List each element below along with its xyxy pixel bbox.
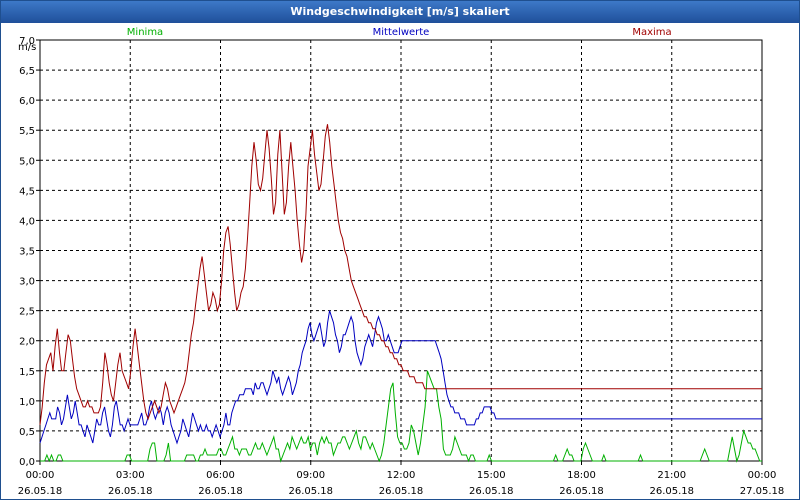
y-tick-label: 1,5 [19,367,35,378]
y-tick-label: 7,0 [19,36,35,47]
series-line-maxima [39,124,762,425]
x-tick-date: 26.05.18 [649,486,694,497]
y-tick-label: 6,5 [19,66,35,77]
y-tick-label: 0,5 [19,427,35,438]
x-tick-date: 26.05.18 [379,486,424,497]
y-axis-label: m/s [18,42,36,53]
x-tick-time: 18:00 [567,470,596,481]
series-line-minima [40,370,762,463]
y-axis-ticks: 0,0 0,5 1,0 1,5 2,0 2,5 3,0 3,5 4,0 4,5 5,0 5,5 6,0 6… [19,36,40,468]
x-tick-date: 26.05.18 [469,486,514,497]
x-tick-date: 26.05.18 [288,486,333,497]
x-tick-time: 03:00 [116,470,145,481]
y-tick-label: 3,0 [19,277,35,288]
x-tick-time: 12:00 [387,470,416,481]
y-tick-label: 5,0 [19,156,35,167]
y-tick-label: 6,0 [19,96,35,107]
y-tick-label: 2,0 [19,337,35,348]
x-tick-date: 26.05.18 [18,486,63,497]
x-axis-ticks: 00:00 26.05.18 03:00 26.05.18 06:00 26.05.18 0… [18,461,785,497]
x-tick-date: 26.05.18 [559,486,604,497]
y-tick-label: 5,5 [19,126,35,137]
x-tick-time: 21:00 [657,470,686,481]
legend-maxima: Maxima [632,27,671,38]
x-tick-time: 15:00 [477,470,506,481]
series-lines [39,124,762,463]
x-tick-date: 26.05.18 [108,486,153,497]
y-tick-label: 0,0 [19,457,35,468]
x-tick-date: 26.05.18 [198,486,243,497]
grid-lines [40,40,762,461]
y-tick-label: 4,5 [19,186,35,197]
y-tick-label: 3,5 [19,247,35,258]
y-tick-label: 4,0 [19,216,35,227]
x-tick-time: 00:00 [748,470,777,481]
y-tick-label: 1,0 [19,397,35,408]
window-title: Windgeschwindigkeit [m/s] skaliert [1,1,799,23]
x-tick-time: 06:00 [206,470,235,481]
x-tick-time: 00:00 [26,470,55,481]
x-tick-time: 09:00 [296,470,325,481]
legend-mittelwerte: Mittelwerte [373,27,430,38]
x-tick-date: 27.05.18 [740,486,785,497]
y-tick-label: 2,5 [19,307,35,318]
legend-minima: Minima [127,27,163,38]
